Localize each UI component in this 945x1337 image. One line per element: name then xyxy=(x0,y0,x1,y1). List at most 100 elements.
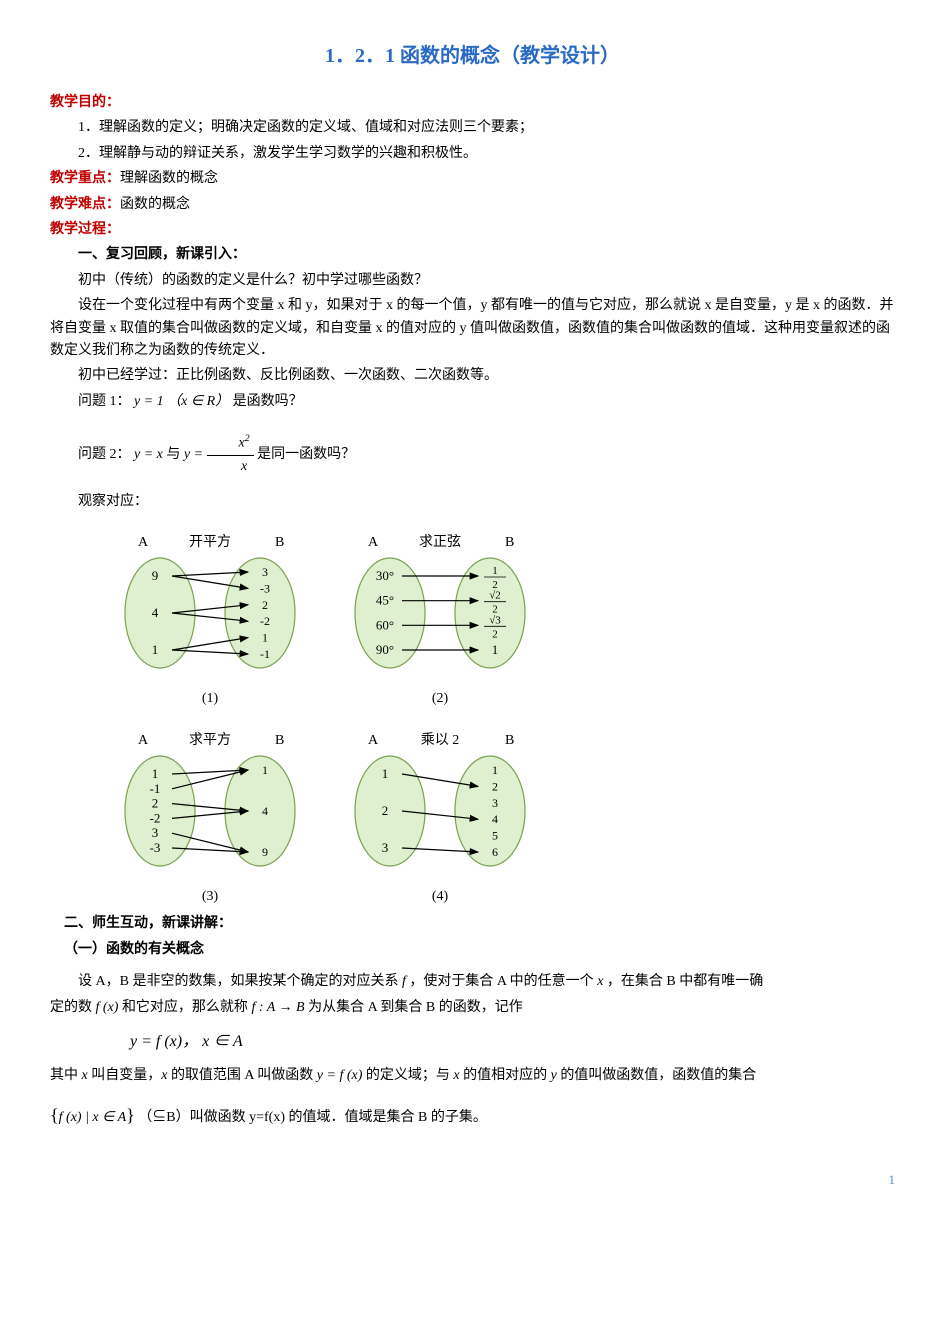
definition-line-2: 定的数 f (x) 和它对应，那么就称 f : A → B 为从集合 A 到集合… xyxy=(50,997,895,1019)
def-fx: f (x) xyxy=(96,1000,119,1015)
question-1: 问题 1： y = 1 （x ∈ R） 是函数吗？ xyxy=(50,391,895,413)
def1b: ，使对于集合 A 中的任意一个 xyxy=(409,974,597,989)
diagrams-row-1: A开平方B9413-32-21-1 (1) A求正弦B30°45°60°90°1… xyxy=(110,528,895,711)
svg-text:3: 3 xyxy=(152,825,159,840)
svg-text:A: A xyxy=(138,535,149,550)
svg-text:A: A xyxy=(368,535,379,550)
svg-text:B: B xyxy=(275,535,284,550)
set-body: f (x) | x ∈ A xyxy=(59,1110,126,1125)
mapping-svg-3: A求平方B1-12-23-3149 xyxy=(110,726,310,876)
def3a: 其中 xyxy=(50,1068,82,1083)
svg-text:-1: -1 xyxy=(150,780,161,795)
svg-text:A: A xyxy=(368,733,379,748)
def3e: 的值相对应的 xyxy=(463,1068,551,1083)
svg-text:1: 1 xyxy=(152,766,159,781)
svg-text:B: B xyxy=(505,733,514,748)
paragraph-p3: 初中已经学过：正比例函数、反比例函数、一次函数、二次函数等。 xyxy=(50,365,895,387)
def1a: 设 A，B 是非空的数集，如果按某个确定的对应关系 xyxy=(78,974,402,989)
svg-text:45°: 45° xyxy=(376,593,394,608)
process-label: 教学过程： xyxy=(50,222,120,237)
mapping-svg-1: A开平方B9413-32-21-1 xyxy=(110,528,310,678)
diagram-4: A乘以 2B123123456 (4) xyxy=(340,726,540,909)
diagram-1: A开平方B9413-32-21-1 (1) xyxy=(110,528,310,711)
svg-text:5: 5 xyxy=(492,828,498,842)
def3f: 的值叫做函数值，函数值的集合 xyxy=(560,1068,756,1083)
brace-open: { xyxy=(50,1105,59,1125)
svg-text:90°: 90° xyxy=(376,642,394,657)
q2-lhs: y = x xyxy=(134,447,163,462)
question-2: 问题 2： y = x 与 y = x2 x 是同一函数吗？ xyxy=(50,431,895,478)
mapping-svg-4: A乘以 2B123123456 xyxy=(340,726,540,876)
svg-text:1: 1 xyxy=(262,763,268,777)
def-x2: x xyxy=(82,1068,88,1083)
def-y: y xyxy=(551,1068,557,1083)
q2-fraction: x2 x xyxy=(207,431,254,478)
svg-text:4: 4 xyxy=(152,605,159,620)
svg-text:-2: -2 xyxy=(260,614,270,628)
svg-text:1: 1 xyxy=(152,642,159,657)
keypoint-text: 理解函数的概念 xyxy=(120,171,218,186)
difficulty-label: 教学难点： xyxy=(50,197,120,212)
svg-text:1: 1 xyxy=(262,631,268,645)
svg-text:求正弦: 求正弦 xyxy=(419,534,461,550)
svg-text:乘以 2: 乘以 2 xyxy=(421,732,460,748)
svg-text:-2: -2 xyxy=(150,810,161,825)
keypoint-label: 教学重点： xyxy=(50,171,120,186)
svg-text:3: 3 xyxy=(492,795,498,809)
difficulty-text: 函数的概念 xyxy=(120,197,190,212)
definition-line-3: 其中 x 叫自变量，x 的取值范围 A 叫做函数 y = f (x) 的定义域；… xyxy=(50,1065,895,1087)
svg-text:6: 6 xyxy=(492,845,498,859)
def3d: 的定义域；与 xyxy=(366,1068,454,1083)
q2-denominator: x xyxy=(207,456,254,478)
objective-1: 1．理解函数的定义；明确决定函数的定义域、值域和对应法则三个要素； xyxy=(50,117,895,139)
svg-text:4: 4 xyxy=(492,812,498,826)
paragraph-p1: 初中（传统）的函数的定义是什么？初中学过哪些函数？ xyxy=(50,270,895,292)
svg-text:3: 3 xyxy=(382,840,389,855)
brace-close: } xyxy=(126,1105,135,1125)
q2-tail: 是同一函数吗？ xyxy=(257,447,355,462)
svg-text:1: 1 xyxy=(492,763,498,777)
def2b: 和它对应，那么就称 xyxy=(122,1000,252,1015)
def3c: 的取值范围 A 叫做函数 xyxy=(171,1068,317,1083)
objectives-heading: 教学目的： xyxy=(50,92,895,114)
objective-2: 2．理解静与动的辩证关系，激发学生学习数学的兴趣和积极性。 xyxy=(50,143,895,165)
diagrams-row-2: A求平方B1-12-23-3149 (3) A乘以 2B123123456 (4… xyxy=(110,726,895,909)
svg-text:2: 2 xyxy=(492,779,498,793)
def-yfx2: y = f (x) xyxy=(317,1068,363,1083)
svg-text:9: 9 xyxy=(152,568,159,583)
svg-text:2: 2 xyxy=(492,628,498,640)
def3b: 叫自变量， xyxy=(91,1068,161,1083)
observe-label: 观察对应： xyxy=(50,491,895,513)
diagram-2: A求正弦B30°45°60°90°12√22√321 (2) xyxy=(340,528,540,711)
q2-rhs-eq: y = xyxy=(184,447,207,462)
svg-text:2: 2 xyxy=(152,795,159,810)
svg-text:3: 3 xyxy=(262,565,268,579)
svg-text:A: A xyxy=(138,733,149,748)
diagram-3: A求平方B1-12-23-3149 (3) xyxy=(110,726,310,909)
q1-tail: 是函数吗？ xyxy=(233,394,303,409)
definition-line-4: {f (x) | x ∈ A} （⊆B）叫做函数 y=f(x) 的值域．值域是集… xyxy=(50,1101,895,1130)
svg-text:-3: -3 xyxy=(260,581,270,595)
def-f: f xyxy=(402,974,406,989)
caption-2: (2) xyxy=(340,688,540,710)
difficulty-row: 教学难点：函数的概念 xyxy=(50,194,895,216)
q2-numerator: x2 xyxy=(207,431,254,456)
def-x4: x xyxy=(453,1068,459,1083)
def2a: 定的数 xyxy=(50,1000,96,1015)
svg-text:开平方: 开平方 xyxy=(189,534,231,550)
sub-1-heading: （一）函数的有关概念 xyxy=(64,939,895,961)
page-title: 1．2．1 函数的概念（教学设计） xyxy=(50,40,895,72)
svg-text:30°: 30° xyxy=(376,568,394,583)
def1c: ，在集合 B 中都有唯一确 xyxy=(607,974,763,989)
svg-text:4: 4 xyxy=(262,804,268,818)
process-row: 教学过程： xyxy=(50,219,895,241)
svg-text:√3: √3 xyxy=(489,614,501,626)
svg-text:60°: 60° xyxy=(376,617,394,632)
caption-4: (4) xyxy=(340,886,540,908)
svg-text:2: 2 xyxy=(382,803,389,818)
q2-mid: 与 xyxy=(166,447,184,462)
definition-line-1: 设 A，B 是非空的数集，如果按某个确定的对应关系 f ，使对于集合 A 中的任… xyxy=(50,971,895,993)
formula-yfx: y = f (x)， x ∈ A xyxy=(130,1029,895,1055)
svg-text:2: 2 xyxy=(262,598,268,612)
q2-label: 问题 2： xyxy=(78,447,131,462)
